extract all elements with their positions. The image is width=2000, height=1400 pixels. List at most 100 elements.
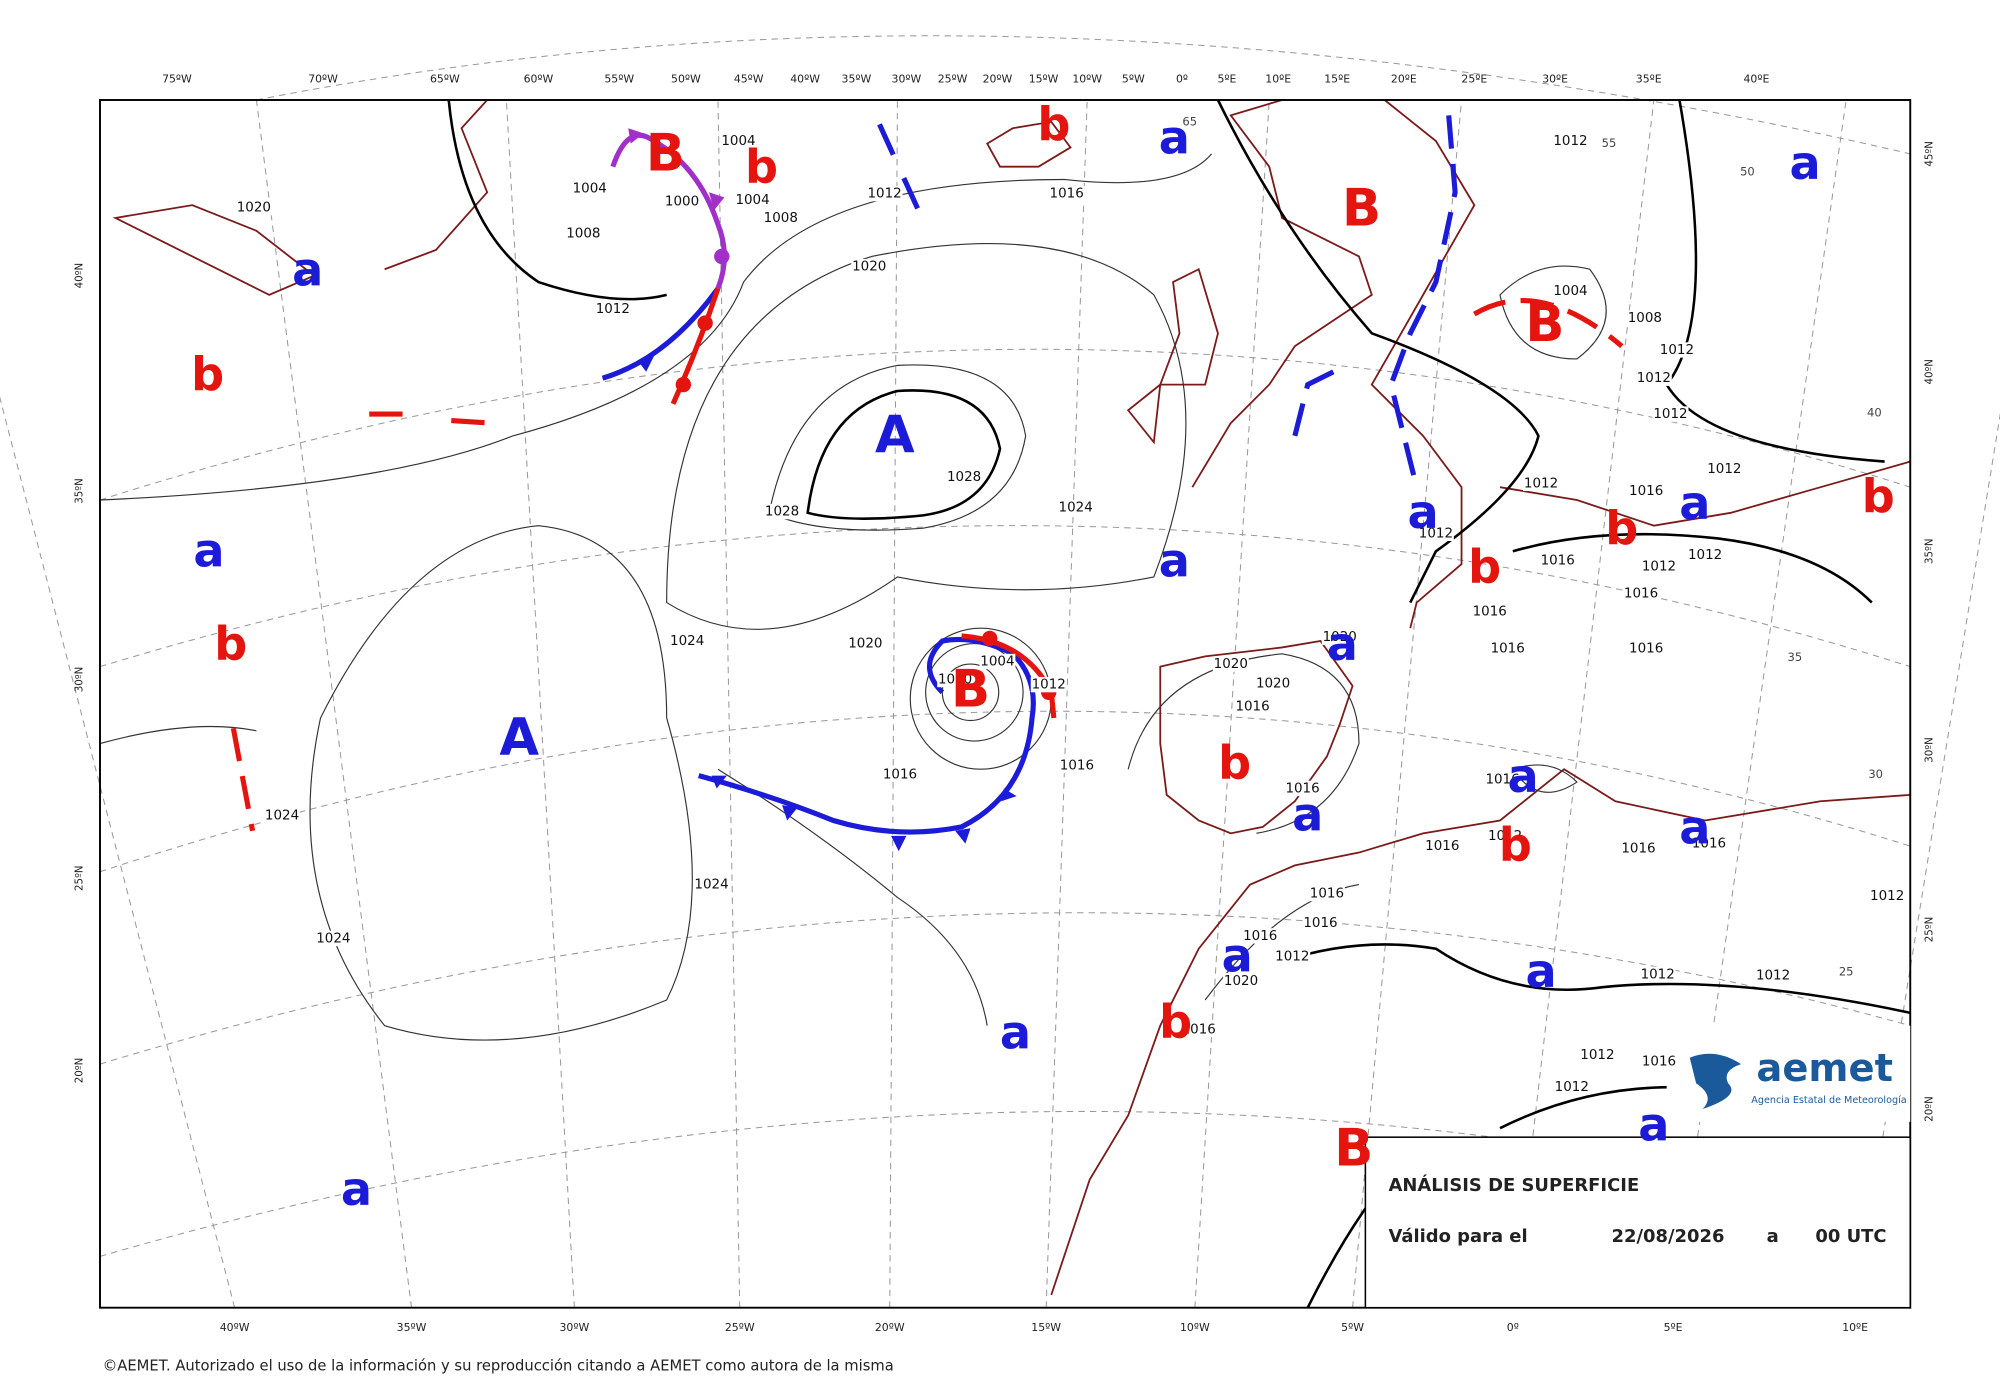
- label-halo: [1308, 885, 1345, 902]
- isobar-label: 1016: [1491, 642, 1525, 657]
- isobar-label: 1012: [1032, 678, 1066, 693]
- fronts: [230, 115, 1624, 852]
- pressure-center: b: [1218, 736, 1251, 790]
- isobar-major: [806, 389, 1002, 520]
- trough: [1473, 297, 1624, 349]
- warm-front: [670, 287, 721, 405]
- pressure-center: a: [1790, 136, 1821, 190]
- grid-label: 30: [1868, 767, 1883, 781]
- isobar: [99, 653, 1360, 1026]
- bottom-longitude: 15ºW: [1031, 1321, 1061, 1334]
- label-halo: [1628, 483, 1665, 499]
- label-halo: [1635, 370, 1672, 386]
- graticule: [0, 35, 2000, 1308]
- isobar-label: 1024: [694, 878, 728, 893]
- pressure-center: B: [951, 659, 990, 719]
- label-halo: [1652, 406, 1689, 422]
- label-halo: [1552, 133, 1589, 149]
- isobar-label: 1020: [1256, 676, 1290, 691]
- pressure-center: A: [875, 405, 915, 465]
- isobar-label: 1012: [1524, 476, 1558, 491]
- bottom-longitude: 35ºW: [397, 1321, 427, 1334]
- label-halo: [764, 503, 800, 520]
- top-longitude: 40ºW: [790, 72, 820, 85]
- isobar-label: 1016: [1692, 837, 1726, 852]
- label-halo: [1417, 525, 1454, 542]
- bottom-longitude: 10ºE: [1842, 1321, 1868, 1334]
- label-halo: [565, 225, 602, 242]
- label-halo: [1048, 185, 1085, 202]
- label-halo: [1539, 552, 1576, 568]
- pressure-center: B: [1342, 179, 1381, 239]
- logo-subtitle: Agencia Estatal de Meteorología: [1751, 1094, 1906, 1106]
- pressure-center: b: [1468, 540, 1501, 594]
- pressure-center: a: [1638, 1098, 1669, 1152]
- pressure-center: a: [1159, 534, 1190, 588]
- pressure-center: a: [1679, 476, 1710, 530]
- label-halo: [1639, 966, 1676, 983]
- label-halo: [1255, 675, 1292, 692]
- isobar-label: 1016: [883, 767, 917, 782]
- label-halo: [1658, 342, 1695, 358]
- isobar-label: 1012: [1660, 343, 1694, 358]
- bottom-longitude: 10ºW: [1180, 1321, 1210, 1334]
- label-halo: [264, 807, 300, 824]
- pressure-center: b: [745, 140, 778, 194]
- grid-label: 35: [1788, 650, 1803, 664]
- isobar-label: 1016: [1285, 781, 1319, 796]
- logo-name: aemet: [1756, 1046, 1893, 1091]
- top-longitude: 55ºW: [604, 72, 634, 85]
- label-halo: [1487, 828, 1524, 844]
- title-box: [1364, 1136, 1912, 1309]
- pressure-center: a: [1679, 800, 1710, 854]
- label-halo: [1691, 835, 1727, 852]
- left-latitude: 40ºN: [73, 263, 85, 289]
- isobar-label: 1020: [237, 201, 271, 216]
- iceland: [985, 120, 1072, 168]
- label-halo: [720, 133, 757, 149]
- pressure-center: a: [1408, 485, 1439, 539]
- trough: [230, 411, 490, 832]
- top-longitude: 45ºW: [734, 72, 764, 85]
- isobar-label: 1024: [670, 634, 704, 649]
- isobar-label: 1012: [1419, 526, 1453, 541]
- pressure-center: a: [1508, 749, 1539, 803]
- top-longitude: 60ºW: [524, 72, 554, 85]
- label-halo: [664, 193, 700, 209]
- label-halo: [979, 653, 1016, 670]
- pressure-center: B: [1525, 294, 1564, 354]
- isobar-label: 1012: [596, 302, 630, 317]
- isobar-label: 1004: [1553, 284, 1587, 299]
- label-halo: [1552, 283, 1589, 299]
- label-halo: [882, 766, 918, 783]
- valid-date: 22/08/2026: [1612, 1226, 1725, 1247]
- label-halo: [1030, 676, 1067, 693]
- top-longitude: 35ºW: [842, 72, 872, 85]
- isobar-label: 1008: [566, 226, 600, 241]
- isobar-label: 1012: [1553, 134, 1587, 149]
- isobar-label: 1000: [665, 194, 699, 209]
- label-halo: [734, 192, 771, 208]
- isobar-label: 1016: [1629, 642, 1663, 657]
- right-latitude: 30ºN: [1923, 737, 1935, 763]
- label-halo: [235, 200, 272, 216]
- top-longitude: 15ºE: [1324, 72, 1350, 85]
- pressure-center: a: [341, 1162, 372, 1216]
- label-halo: [1057, 500, 1094, 516]
- label-halo: [1223, 973, 1259, 989]
- label-halo: [1424, 838, 1461, 854]
- pressure-center: B: [1334, 1118, 1373, 1178]
- isobar-label: 1016: [1182, 1022, 1216, 1037]
- isobar: [925, 643, 1024, 742]
- top-longitude: 30ºE: [1542, 72, 1568, 85]
- label-halo: [1212, 656, 1249, 672]
- label-halo: [937, 671, 974, 688]
- coastlines: [112, 99, 1911, 1296]
- isobar-label: 1024: [265, 808, 299, 823]
- isobar-label: 1016: [1485, 772, 1519, 787]
- pressure-center: a: [1525, 944, 1556, 998]
- label-halo: [762, 210, 799, 226]
- valid-label: Válido para el: [1388, 1226, 1527, 1247]
- label-halo: [1489, 641, 1526, 657]
- label-halo: [1706, 461, 1743, 477]
